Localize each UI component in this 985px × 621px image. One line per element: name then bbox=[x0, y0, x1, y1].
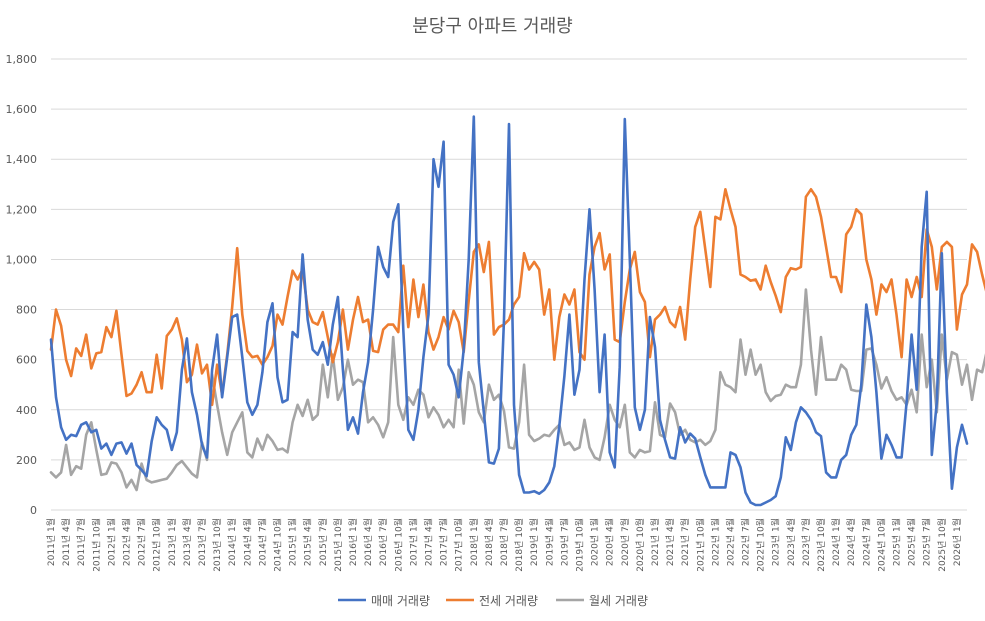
x-tick-label: 2022년 7월 bbox=[740, 518, 752, 566]
x-tick-label: 2019년 4월 bbox=[543, 518, 555, 566]
x-tick-label: 2013년 4월 bbox=[181, 518, 193, 566]
x-tick-label: 2023년 1월 bbox=[770, 518, 782, 566]
x-tick-label: 2014년 4월 bbox=[241, 518, 253, 566]
x-tick-label: 2018년 4월 bbox=[483, 518, 495, 566]
x-tick-label: 2026년 1월 bbox=[951, 518, 963, 566]
x-tick-label: 2021년 1월 bbox=[649, 518, 661, 566]
x-tick-label: 2021년 4월 bbox=[664, 518, 676, 566]
x-tick-label: 2012년 4월 bbox=[120, 518, 132, 566]
x-axis-ticks: 2011년 1월 2011년 4월 2011년 7월 2011년 10월 2012년 1… bbox=[45, 518, 963, 572]
x-tick-label: 2011년 7월 bbox=[75, 518, 87, 566]
x-tick-label: 2020년 7월 bbox=[619, 518, 631, 566]
x-tick-label: 2017년 7월 bbox=[438, 518, 450, 566]
x-tick-label: 2024년 4월 bbox=[845, 518, 857, 566]
gridlines bbox=[51, 58, 967, 511]
x-tick-label: 2017년 4월 bbox=[422, 518, 434, 566]
x-tick-label: 2014년 7월 bbox=[256, 518, 268, 566]
x-tick-label: 2015년 1월 bbox=[287, 518, 299, 566]
x-tick-label: 2018년 1월 bbox=[468, 518, 480, 566]
x-tick-label: 2021년 7월 bbox=[679, 518, 691, 566]
x-tick-label: 2020년 10월 bbox=[634, 518, 646, 572]
y-tick-label: 800 bbox=[16, 304, 37, 317]
y-tick-label: 1,600 bbox=[6, 103, 38, 116]
x-tick-label: 2016년 10월 bbox=[392, 518, 404, 572]
y-tick-label: 200 bbox=[16, 454, 37, 467]
legend-label: 전세 거래량 bbox=[479, 594, 538, 608]
y-tick-label: 1,800 bbox=[6, 53, 38, 66]
series-line bbox=[49, 115, 969, 507]
x-tick-label: 2023년 10월 bbox=[815, 518, 827, 572]
x-tick-label: 2025년 4월 bbox=[906, 518, 918, 566]
x-tick-label: 2021년 10월 bbox=[694, 518, 706, 572]
y-axis-ticks: 0 200 400 600 800 1,000 1,200 1,400 1,600 1,800 bbox=[6, 53, 38, 517]
x-tick-label: 2025년 10월 bbox=[936, 518, 948, 572]
x-tick-label: 2011년 4월 bbox=[60, 518, 72, 566]
y-tick-label: 0 bbox=[30, 504, 37, 517]
x-tick-label: 2018년 7월 bbox=[498, 518, 510, 566]
y-tick-label: 1,000 bbox=[6, 253, 38, 266]
y-tick-label: 600 bbox=[16, 354, 37, 367]
x-tick-label: 2017년 10월 bbox=[453, 518, 465, 572]
x-tick-label: 2012년 10월 bbox=[151, 518, 163, 572]
x-tick-label: 2020년 4월 bbox=[604, 518, 616, 566]
x-tick-label: 2018년 10월 bbox=[513, 518, 525, 572]
legend: 매매 거래량 전세 거래량 월세 거래량 bbox=[338, 594, 648, 608]
x-tick-label: 2016년 7월 bbox=[377, 518, 389, 566]
x-tick-label: 2015년 7월 bbox=[317, 518, 329, 566]
x-tick-label: 2015년 10월 bbox=[332, 518, 344, 572]
x-tick-label: 2015년 4월 bbox=[302, 518, 314, 566]
x-tick-label: 2019년 10월 bbox=[573, 518, 585, 572]
legend-label: 월세 거래량 bbox=[589, 594, 648, 608]
x-tick-label: 2025년 1월 bbox=[891, 518, 903, 566]
x-tick-label: 2024년 7월 bbox=[860, 518, 872, 566]
chart-title: 분당구 아파트 거래량 bbox=[412, 16, 573, 37]
x-tick-label: 2019년 1월 bbox=[528, 518, 540, 566]
x-tick-label: 2022년 4월 bbox=[724, 518, 736, 566]
y-tick-label: 400 bbox=[16, 404, 37, 417]
x-tick-label: 2014년 10월 bbox=[271, 518, 283, 572]
x-tick-label: 2011년 1월 bbox=[45, 518, 57, 566]
x-tick-label: 2022년 10월 bbox=[755, 518, 767, 572]
y-tick-label: 1,200 bbox=[6, 203, 38, 216]
x-tick-label: 2013년 10월 bbox=[211, 518, 223, 572]
x-tick-label: 2023년 4월 bbox=[785, 518, 797, 566]
series-lines bbox=[49, 115, 985, 507]
x-tick-label: 2012년 7월 bbox=[136, 518, 148, 566]
x-tick-label: 2014년 1월 bbox=[226, 518, 238, 566]
y-tick-label: 1,400 bbox=[6, 153, 38, 166]
x-tick-label: 2013년 1월 bbox=[166, 518, 178, 566]
x-tick-label: 2016년 4월 bbox=[362, 518, 374, 566]
x-tick-label: 2012년 1월 bbox=[105, 518, 117, 566]
legend-label: 매매 거래량 bbox=[371, 594, 430, 608]
x-tick-label: 2017년 1월 bbox=[407, 518, 419, 566]
x-tick-label: 2019년 7월 bbox=[558, 518, 570, 566]
x-tick-label: 2025년 7월 bbox=[921, 518, 933, 566]
x-tick-label: 2020년 1월 bbox=[589, 518, 601, 566]
x-tick-label: 2023년 7월 bbox=[800, 518, 812, 566]
x-tick-label: 2013년 7월 bbox=[196, 518, 208, 566]
x-tick-label: 2016년 1월 bbox=[347, 518, 359, 566]
x-tick-label: 2024년 1월 bbox=[830, 518, 842, 566]
x-tick-label: 2022년 1월 bbox=[709, 518, 721, 566]
series-line bbox=[49, 188, 985, 407]
x-tick-label: 2011년 10월 bbox=[90, 518, 102, 572]
x-tick-label: 2024년 10월 bbox=[875, 518, 887, 572]
